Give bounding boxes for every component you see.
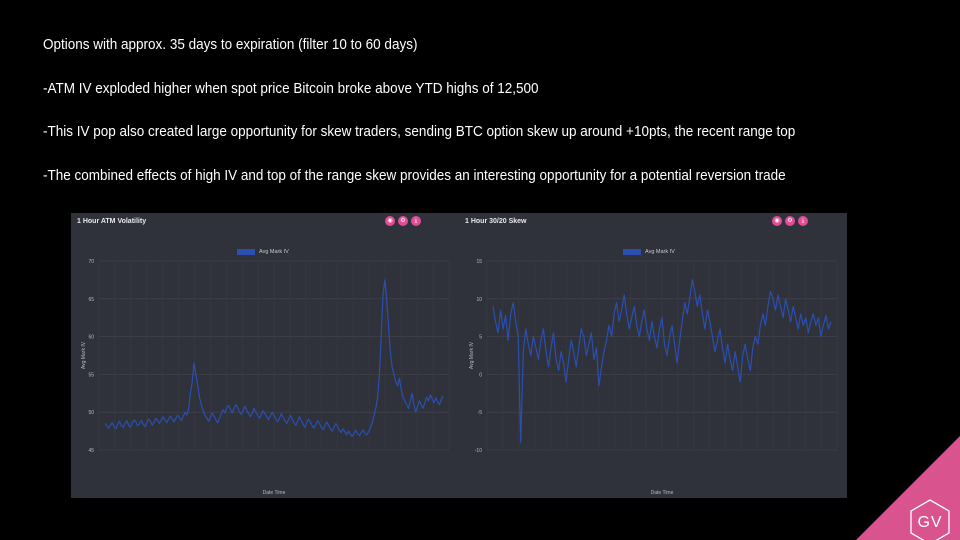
bullet-text: -ATM IV exploded higher when spot price … bbox=[43, 80, 539, 97]
y-tick-label: -10 bbox=[475, 448, 482, 454]
legend-swatch bbox=[623, 249, 641, 255]
chart-legend[interactable]: Avg Mark IV bbox=[623, 249, 675, 255]
y-tick-label: 60 bbox=[88, 335, 94, 341]
series-line bbox=[104, 279, 444, 437]
chart-plot: 15 10 5 0 -5 -10 Avg Mark IV Date Time bbox=[469, 259, 838, 496]
chart-toolbar: ◉ ⚙ ⤓ bbox=[772, 216, 808, 226]
legend-swatch bbox=[237, 249, 255, 255]
charts-panel: 1 Hour ATM Volatility ◉ ⚙ ⤓ Avg Mark IV … bbox=[71, 213, 847, 498]
camera-icon[interactable]: ◉ bbox=[385, 216, 395, 226]
chart-title: 1 Hour 30/20 Skew bbox=[465, 218, 527, 225]
gv-logo: GV bbox=[856, 436, 960, 540]
chart-toolbar: ◉ ⚙ ⤓ bbox=[385, 216, 421, 226]
y-tick-label: 5 bbox=[479, 335, 482, 341]
camera-icon[interactable]: ◉ bbox=[772, 216, 782, 226]
x-axis-label: Date Time bbox=[263, 490, 286, 496]
download-icon[interactable]: ⤓ bbox=[798, 216, 808, 226]
y-tick-label: 45 bbox=[88, 448, 94, 454]
bullet-text: Options with approx. 35 days to expirati… bbox=[43, 36, 418, 53]
svg-text:GV: GV bbox=[917, 514, 942, 531]
x-axis-label: Date Time bbox=[651, 490, 674, 496]
settings-icon[interactable]: ⚙ bbox=[785, 216, 795, 226]
y-tick-label: 10 bbox=[476, 297, 482, 303]
bullet-text: -This IV pop also created large opportun… bbox=[43, 123, 796, 140]
bullet-text: -The combined effects of high IV and top… bbox=[43, 167, 786, 184]
y-tick-label: -5 bbox=[478, 410, 483, 416]
y-tick-label: 0 bbox=[479, 372, 482, 378]
chart-plot: 70 65 60 55 50 45 Avg Mark IV Date Time bbox=[81, 259, 450, 496]
skew-chart: 1 Hour 30/20 Skew ◉ ⚙ ⤓ Avg Mark IV 15 10… bbox=[459, 213, 847, 498]
series-line bbox=[492, 279, 832, 443]
y-tick-label: 55 bbox=[88, 372, 94, 378]
chart-legend[interactable]: Avg Mark IV bbox=[237, 249, 289, 255]
y-axis-label: Avg Mark IV bbox=[81, 341, 87, 369]
settings-icon[interactable]: ⚙ bbox=[398, 216, 408, 226]
atm-volatility-chart: 1 Hour ATM Volatility ◉ ⚙ ⤓ Avg Mark IV … bbox=[71, 213, 459, 498]
y-tick-label: 65 bbox=[88, 297, 94, 303]
legend-label: Avg Mark IV bbox=[259, 249, 289, 255]
download-icon[interactable]: ⤓ bbox=[411, 216, 421, 226]
legend-label: Avg Mark IV bbox=[645, 249, 675, 255]
y-tick-label: 70 bbox=[88, 259, 94, 265]
y-tick-label: 50 bbox=[88, 410, 94, 416]
y-axis-label: Avg Mark IV bbox=[469, 341, 475, 369]
y-tick-label: 15 bbox=[476, 259, 482, 265]
chart-title: 1 Hour ATM Volatility bbox=[77, 218, 147, 225]
